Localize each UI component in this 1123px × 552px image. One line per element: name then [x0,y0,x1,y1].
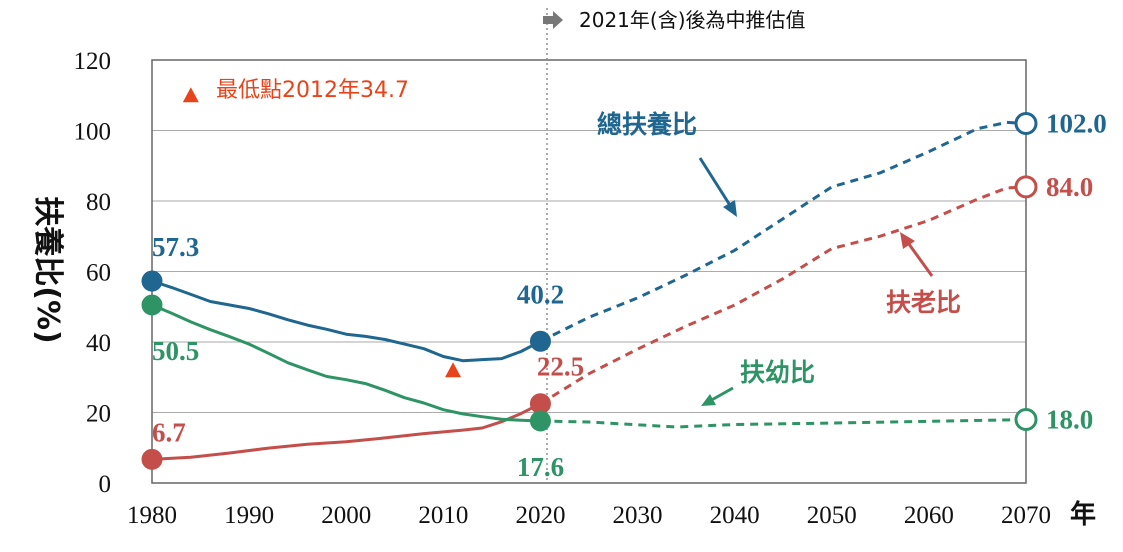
x-axis-unit-label: 年 [1070,499,1096,530]
series-line-projected-total [539,120,1027,343]
y-tick-label: 100 [74,119,112,146]
arrow-right-icon [543,11,563,29]
minimum-triangle-icon [445,362,462,378]
arrowhead-elderly-icon [900,232,915,249]
data-label-total: 40.2 [517,279,564,309]
data-label-elderly: 84.0 [1046,172,1093,202]
data-label-total: 57.3 [152,232,199,262]
series-line-actual-total [151,279,542,363]
arrow-elderly-icon [904,239,934,277]
y-tick-label: 60 [86,260,111,287]
data-point-youth [529,410,551,432]
y-tick-label: 0 [99,471,112,498]
x-tick-label: 1980 [127,502,177,529]
series-label-total: 總扶養比 [597,110,697,139]
series-line-actual-elderly [151,402,542,461]
data-label-youth: 17.6 [517,452,564,482]
projection-divider: 2021年(含)後為中推估值 [543,8,806,483]
minimum-note: 最低點2012年34.7 [216,78,409,103]
y-tick-label: 120 [74,48,112,75]
x-tick-label: 2030 [613,502,663,529]
series-line-projected-youth [540,418,1027,429]
x-tick-label: 2070 [1001,502,1051,529]
arrow-total-icon [698,157,735,211]
x-tick-label: 2060 [904,502,954,529]
data-point-youth [141,294,163,316]
x-tick-label: 2010 [418,502,468,529]
data-point-elderly [141,448,163,470]
y-axis-label: 扶養比(%) [30,196,65,343]
x-tick-label: 2050 [807,502,857,529]
arrowhead-total-icon [723,200,737,217]
series-line-projected-elderly [539,185,1027,405]
series-label-elderly: 扶老比 [886,288,961,317]
series-lines [151,120,1027,461]
data-points [141,111,1038,470]
x-tick-label: 2000 [321,502,371,529]
series-line-actual-youth [151,303,541,423]
data-point-total [1014,111,1038,135]
data-label-elderly: 22.5 [537,352,584,382]
arrowhead-youth-icon [701,394,716,406]
y-axis-ticks: 0 20 40 60 80 100 120 [74,48,112,498]
x-tick-label: 2040 [710,502,760,529]
projection-note: 2021年(含)後為中推估值 [579,8,806,32]
data-point-total [529,330,551,352]
series-label-youth: 扶幼比 [740,358,815,387]
grid-lines [152,130,1026,413]
data-labels: 57.3 40.2 102.0 6.7 22.5 84.0 50.5 17.6 18.0 [152,108,1107,482]
x-tick-label: 1990 [224,502,274,529]
data-label-youth: 50.5 [152,336,199,366]
x-axis-ticks: 1980 1990 2000 2010 2020 2030 2040 2050 2060 2070 [127,502,1051,529]
y-tick-label: 80 [86,189,111,216]
data-point-youth [1014,408,1038,432]
series-name-labels: 總扶養比 扶老比 扶幼比 [597,110,961,406]
minimum-triangle-icon [182,87,199,103]
data-label-youth: 18.0 [1046,405,1093,435]
data-point-elderly [1014,175,1038,199]
y-tick-label: 20 [86,401,111,428]
minimum-annotation: 最低點2012年34.7 [182,78,462,378]
data-label-total: 102.0 [1046,108,1107,138]
data-label-elderly: 6.7 [152,417,186,447]
data-point-total [141,270,163,292]
x-tick-label: 2020 [515,502,565,529]
y-tick-label: 40 [86,330,111,357]
